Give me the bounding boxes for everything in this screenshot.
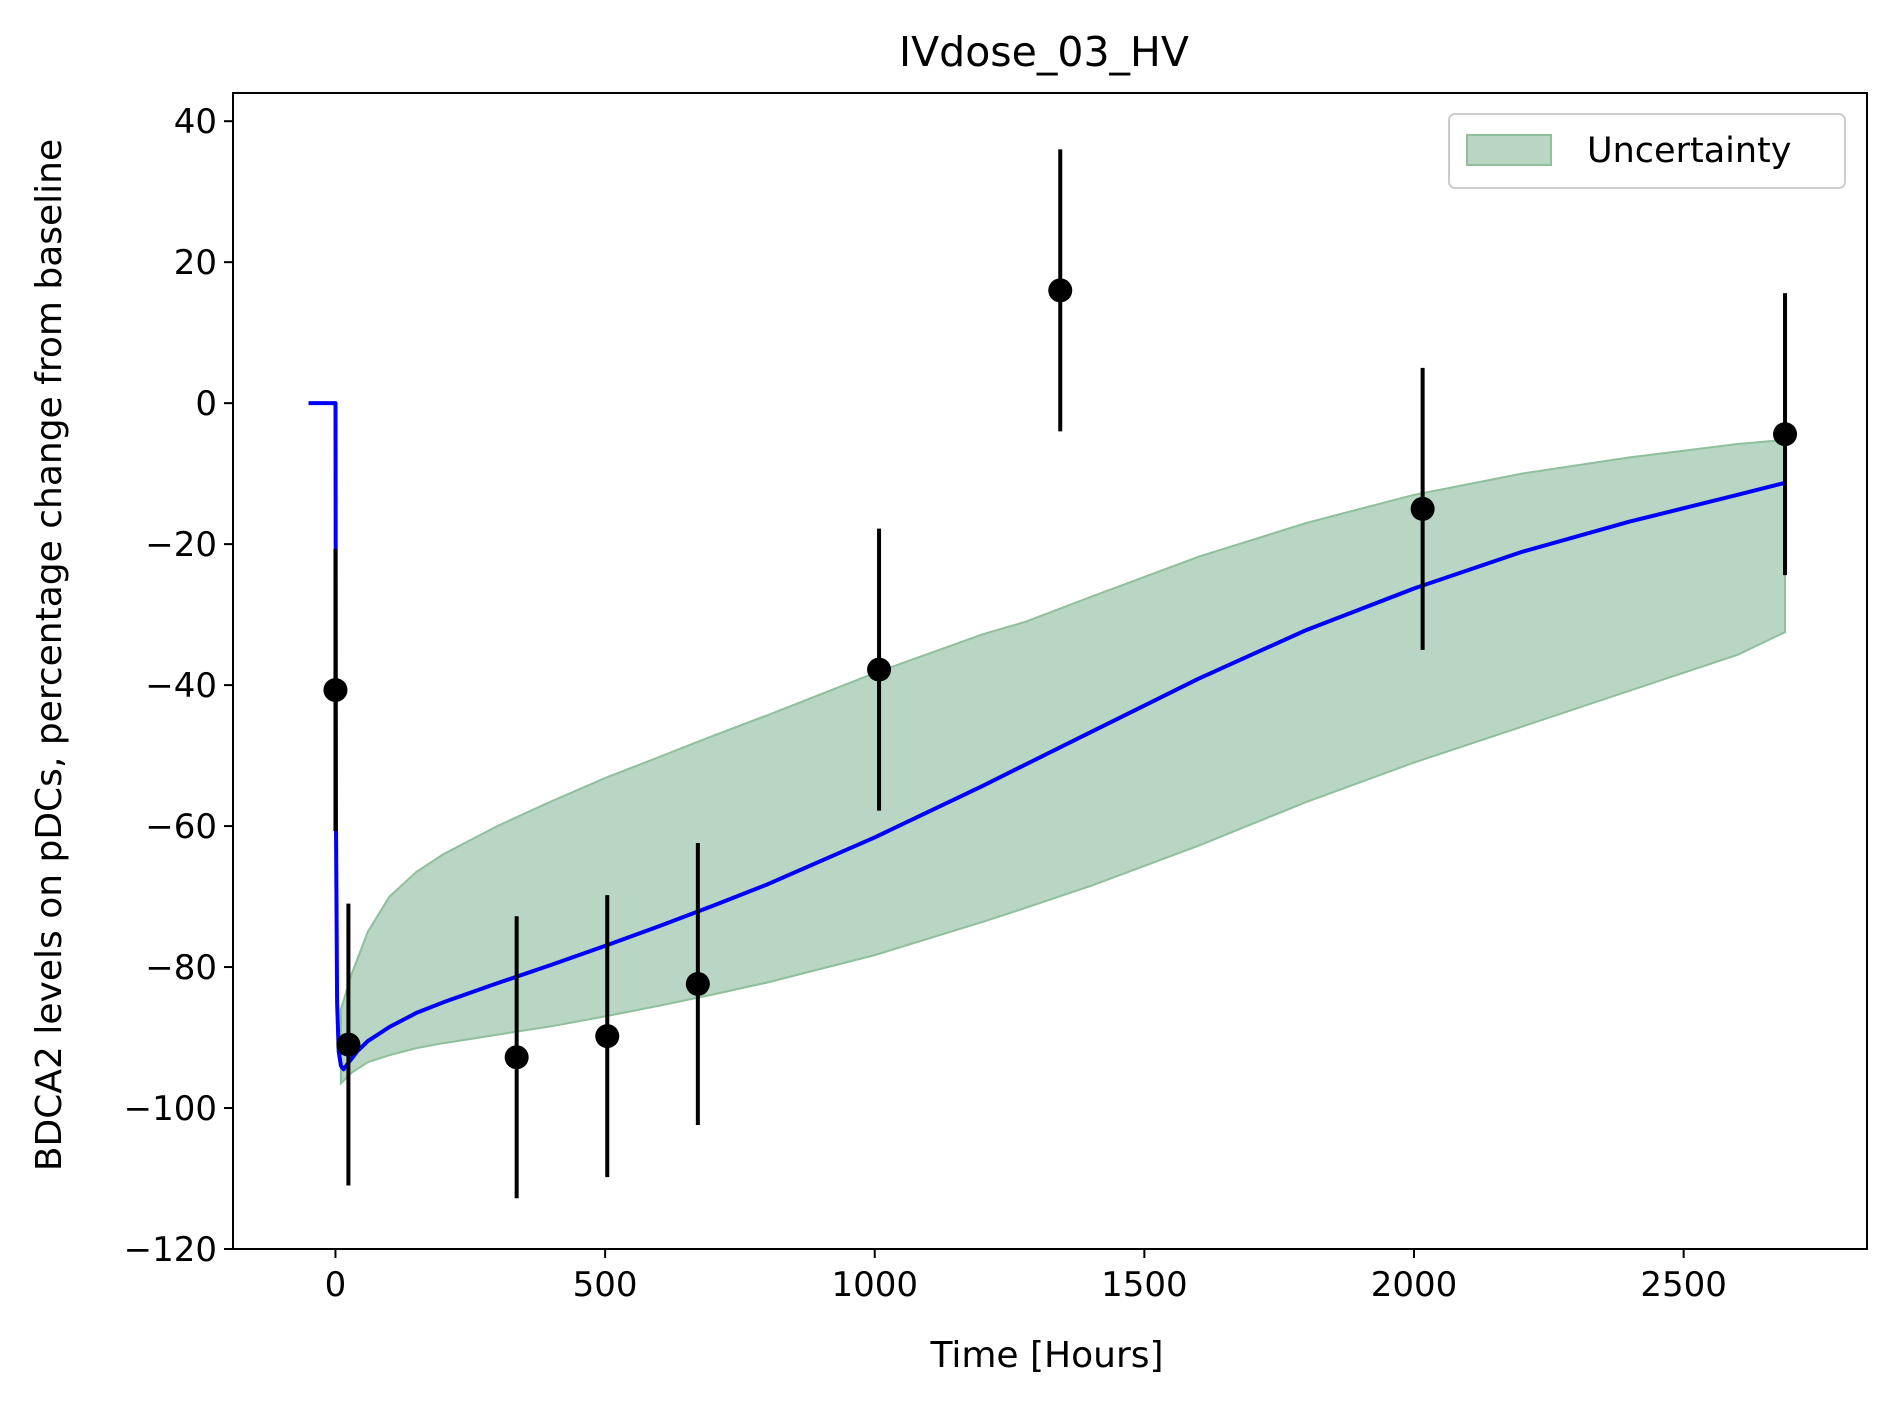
y-tick-label: 20 — [174, 243, 217, 283]
observed-point — [323, 678, 348, 703]
y-tick-label: 0 — [195, 384, 217, 424]
legend: Uncertainty — [1448, 113, 1846, 189]
y-axis-label: BDCA2 levels on pDCs, percentage change … — [29, 139, 70, 1171]
observed-point — [685, 971, 710, 996]
legend-frame — [1448, 113, 1846, 189]
observed-point — [1048, 278, 1073, 303]
y-tick-label: −120 — [124, 1230, 217, 1270]
x-tick-label: 1500 — [1101, 1265, 1188, 1305]
y-tick-label: −60 — [145, 807, 217, 847]
observed-point — [1410, 496, 1435, 521]
plot-area — [308, 149, 1798, 1199]
observed-point — [1773, 422, 1798, 447]
y-tick-label: −80 — [145, 948, 217, 988]
model-curve — [308, 401, 1786, 1072]
y-tick-label: −40 — [145, 666, 217, 706]
x-tick-label: 1000 — [831, 1265, 918, 1305]
uncertainty-band — [339, 438, 1786, 1086]
observed-point — [504, 1045, 529, 1070]
observed-point — [595, 1024, 620, 1049]
chart-title: IVdose_03_HV — [899, 28, 1189, 76]
y-tick-label: 40 — [174, 102, 217, 142]
x-axis-label: Time [Hours] — [929, 1335, 1163, 1376]
x-tick-label: 2500 — [1640, 1265, 1727, 1305]
observed-point — [867, 657, 892, 682]
observed-point — [336, 1032, 361, 1057]
y-tick-label: −20 — [145, 525, 217, 565]
legend-label-uncertainty: Uncertainty — [1587, 131, 1791, 171]
y-tick-label: −100 — [124, 1089, 217, 1129]
axes: 0 500 1000 1500 2000 2500 40 20 0 −20 −40 −60 −80 −10… — [124, 92, 1868, 1305]
plot-frame — [232, 92, 1868, 1250]
x-tick-label: 500 — [573, 1265, 638, 1305]
legend-swatch-uncertainty — [1466, 134, 1552, 166]
x-tick-label: 2000 — [1371, 1265, 1458, 1305]
x-tick-label: 0 — [325, 1265, 347, 1305]
